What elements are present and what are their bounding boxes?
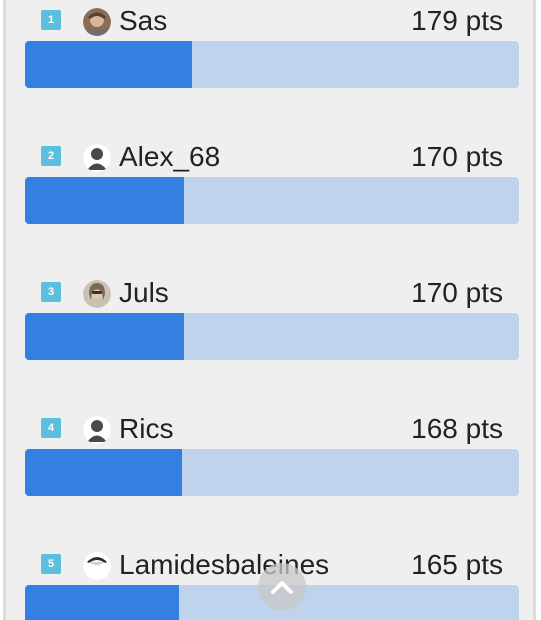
leaderboard-entry[interactable]: 5 Lamidesbaleines 165 pts	[6, 549, 533, 620]
score-bar	[25, 177, 519, 224]
points-value: 179 pts	[411, 5, 503, 36]
points-value: 170 pts	[411, 141, 503, 172]
leaderboard-entry[interactable]: 2 Alex_68 170 pts	[6, 141, 533, 234]
rank-badge: 4	[41, 418, 61, 438]
score-bar-fill	[25, 41, 193, 88]
player-name: Rics	[119, 413, 174, 444]
rank-badge: 2	[41, 146, 61, 166]
scroll-to-top-button[interactable]	[258, 563, 306, 611]
score-bar	[25, 313, 519, 360]
points-value: 170 pts	[411, 277, 503, 308]
rank-badge: 1	[41, 10, 61, 30]
default-user-icon	[83, 144, 111, 172]
score-bar-fill	[25, 313, 185, 360]
rank-badge: 5	[41, 554, 61, 574]
rank-badge: 3	[41, 282, 61, 302]
player-name: Juls	[119, 277, 169, 308]
user-photo-avatar-icon	[83, 552, 111, 580]
default-user-icon	[83, 416, 111, 444]
user-photo-avatar-icon	[83, 280, 111, 308]
points-value: 165 pts	[411, 549, 503, 580]
score-bar-fill	[25, 585, 180, 620]
score-bar-fill	[25, 449, 183, 496]
user-photo-avatar-icon	[83, 8, 111, 36]
player-name: Alex_68	[119, 141, 221, 172]
leaderboard-entry[interactable]: 3 Juls 170 pts	[6, 277, 533, 370]
leaderboard-entry[interactable]: 1 Sas 179 pts	[6, 5, 533, 98]
score-bar	[25, 449, 519, 496]
leaderboard-entry[interactable]: 4 Rics 168 pts	[6, 413, 533, 506]
leaderboard-panel: 1 Sas 179 pts 2 Alex_68 170 pts	[3, 0, 536, 620]
points-value: 168 pts	[411, 413, 503, 444]
score-bar	[25, 41, 519, 88]
chevron-up-icon	[271, 581, 293, 594]
player-name: Sas	[119, 5, 168, 36]
score-bar-fill	[25, 177, 185, 224]
